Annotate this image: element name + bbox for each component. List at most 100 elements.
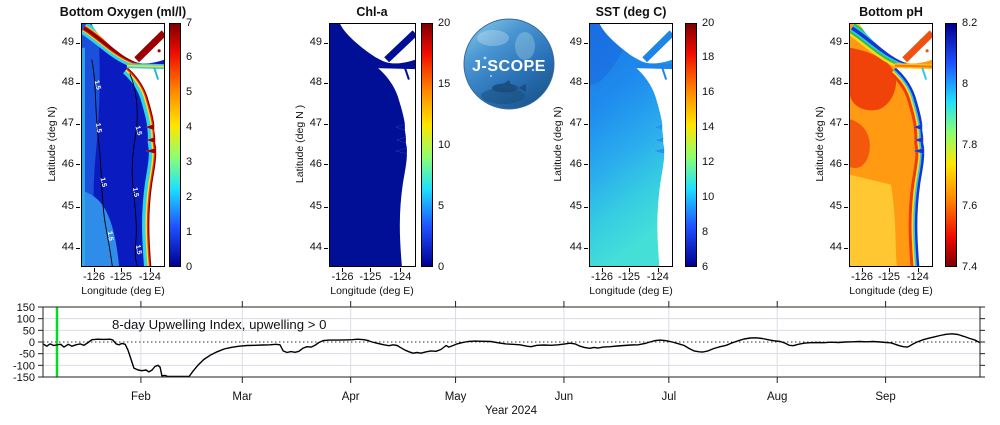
month-tick-label: Apr [342, 391, 360, 403]
colorbar-bottom-oxygen [169, 23, 181, 267]
lat-tick-mark [324, 123, 328, 125]
month-tick-label: Feb [131, 391, 151, 403]
lat-tick-label: 49 [309, 36, 322, 49]
colorbar-tick-label: 8 [962, 77, 969, 90]
lon-tick-label: -125 [877, 271, 900, 283]
lat-tick-label: 45 [309, 200, 322, 213]
lat-tick-mark [324, 247, 328, 249]
lon-tick-mark [888, 268, 890, 272]
timeseries-x-axis-label: Year 2024 [484, 405, 537, 417]
month-tick-label: Jul [661, 391, 676, 403]
lat-tick-label: 49 [61, 36, 74, 49]
colorbar-tick-label: 1 [186, 225, 193, 238]
colorbar-tick-label: 12 [702, 155, 715, 168]
colorbar-tick-label: 15 [438, 77, 451, 90]
colorbar-tick-label: 6 [186, 51, 193, 64]
contour-label: 1.5 [106, 231, 114, 242]
lat-tick-mark [844, 247, 848, 249]
lon-tick-label: -124 [646, 271, 669, 283]
map-title-sst: SST (deg C) [595, 5, 667, 19]
colorbar-tick-label: 5 [186, 86, 193, 99]
y-tick-label: 0 [29, 337, 35, 349]
upwelling-index-line [42, 333, 981, 378]
lon-tick-label: -125 [617, 271, 640, 283]
month-tick-label: Jun [555, 391, 574, 403]
timeseries-plot-border [42, 306, 981, 378]
lat-tick-mark [76, 164, 80, 165]
map-chl-a [329, 23, 416, 267]
colorbar-tick-label: 8 [702, 225, 709, 238]
colorbar-tick-label: 7.4 [962, 260, 978, 273]
lon-tick-label: -125 [359, 271, 382, 283]
colorbar-tick-label: 3 [186, 155, 193, 168]
x-axis-label-longitude: Longitude (deg E) [849, 285, 933, 297]
lon-tick-label: -124 [389, 271, 412, 283]
lat-tick-mark [324, 42, 328, 44]
colorbar-bottom-ph [945, 23, 957, 267]
lat-tick-label: 44 [61, 241, 74, 254]
lat-tick-label: 45 [829, 200, 842, 213]
lon-tick-mark [628, 268, 630, 272]
colorbar-tick-label: 6 [702, 260, 709, 273]
contour-label: 1.5 [93, 80, 102, 91]
lat-tick-mark [584, 206, 588, 208]
lat-tick-mark [76, 123, 80, 125]
sst-map-canvas [590, 24, 672, 266]
colorbar-tick-label: 8.2 [962, 16, 978, 29]
logo-text: J-SCOPE [472, 58, 546, 75]
colorbar-tick-label: 7.6 [962, 199, 978, 212]
lat-tick-mark [324, 82, 328, 84]
lat-tick-mark [76, 206, 80, 208]
lat-tick-mark [844, 164, 848, 165]
colorbar-tick-label: 0 [186, 260, 193, 273]
lat-tick-mark [76, 82, 80, 84]
bottom-ph-map-canvas [850, 24, 932, 266]
y-tick-label: 150 [17, 302, 35, 314]
lon-tick-mark [94, 268, 96, 272]
contour-label: 1.5 [134, 125, 143, 136]
lat-tick-mark [844, 82, 848, 84]
colorbar-tick-label: 7.8 [962, 138, 978, 151]
y-tick-label: -100 [13, 360, 35, 372]
lat-tick-mark [76, 247, 80, 249]
contour-label: 1.5 [131, 187, 140, 198]
lat-tick-mark [584, 82, 588, 84]
lat-tick-label: 44 [569, 241, 582, 254]
contour-label: 1.5 [134, 244, 143, 255]
lat-tick-mark [584, 247, 588, 249]
contour-label: 1.5 [99, 177, 108, 188]
colorbar-tick-label: 10 [438, 138, 451, 151]
lat-tick-mark [324, 206, 328, 208]
colorbar-tick-label: 2 [186, 190, 193, 203]
lat-tick-label: 48 [829, 76, 842, 89]
jscope-logo: J-SCOPE [463, 18, 555, 110]
colorbar-chl-a [421, 23, 433, 267]
colorbar-tick-label: 4 [186, 121, 193, 134]
lat-tick-mark [844, 206, 848, 208]
x-axis-label-longitude: Longitude (deg E) [81, 285, 165, 297]
lon-tick-mark [149, 268, 151, 272]
map-title-bottom-oxygen: Bottom Oxygen (ml/l) [59, 5, 187, 19]
lat-tick-label: 48 [569, 76, 582, 89]
month-tick-label: Mar [232, 391, 252, 403]
lat-tick-label: 44 [309, 241, 322, 254]
timeseries-annotation: 8-day Upwelling Index, upwelling > 0 [112, 317, 327, 332]
lat-tick-mark [324, 164, 328, 165]
colorbar-tick-label: 20 [438, 16, 451, 29]
bottom-oxygen-map-canvas: 1.5 1.5 1.5 1.5 1.5 1.5 1.5 [82, 24, 164, 266]
lat-tick-label: 46 [309, 157, 322, 170]
lat-tick-label: 46 [61, 157, 74, 170]
y-tick-label: 100 [17, 314, 35, 326]
month-tick-label: Sep [875, 391, 895, 403]
lat-tick-label: 44 [829, 241, 842, 254]
lon-tick-mark [917, 268, 919, 272]
month-tick-label: Aug [767, 391, 787, 403]
lat-tick-label: 47 [569, 117, 582, 130]
lat-tick-mark [844, 42, 848, 44]
colorbar-tick-label: 7 [186, 16, 193, 29]
lon-tick-label: -126 [331, 271, 354, 283]
lat-tick-label: 46 [829, 157, 842, 170]
map-bottom-ph [849, 23, 933, 267]
